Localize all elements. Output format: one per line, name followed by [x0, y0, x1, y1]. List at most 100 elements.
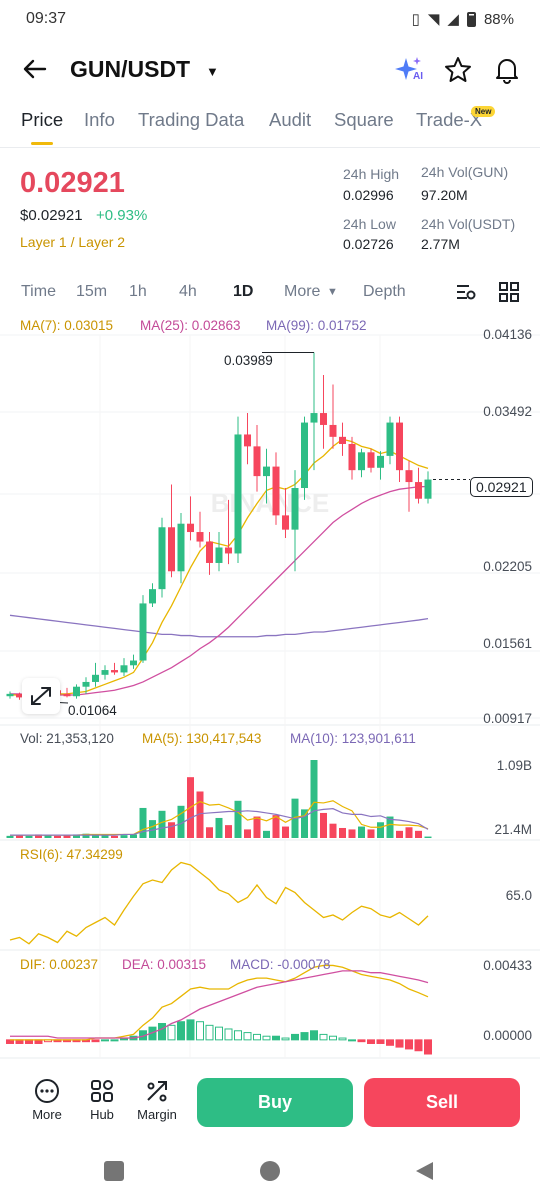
- star-icon: [445, 57, 471, 82]
- arrow-left-icon: [23, 59, 47, 79]
- ma99-legend: MA(99): 0.01752: [266, 318, 367, 333]
- depth-tab[interactable]: Depth: [363, 283, 406, 300]
- candle-body: [111, 670, 118, 673]
- timeframe-1h[interactable]: 1h: [129, 283, 147, 300]
- current-price-tag: 0.02921: [470, 477, 533, 497]
- candle-body: [139, 603, 147, 661]
- candle-body: [206, 541, 213, 563]
- ma7-legend: MA(7): 0.03015: [20, 318, 114, 333]
- ma25-legend: MA(25): 0.02863: [140, 318, 241, 333]
- volume-bar: [339, 827, 346, 838]
- hub-icon: [91, 1080, 113, 1102]
- y-label-3: 0.02205: [483, 559, 532, 574]
- volume-bar: [234, 800, 242, 838]
- layout-button[interactable]: [498, 281, 520, 308]
- new-badge: New: [471, 106, 496, 117]
- candle-body: [291, 488, 299, 530]
- high-label: 24h High: [343, 166, 400, 182]
- volume-bar: [158, 810, 166, 838]
- y-label-4: 0.01561: [483, 636, 532, 651]
- dea-polyline: [10, 970, 429, 1039]
- macd-bar: [376, 1039, 385, 1044]
- caret-down-icon[interactable]: ▼: [327, 286, 338, 298]
- pair-title[interactable]: GUN/USDT: [70, 56, 191, 82]
- usd-price: $0.02921: [20, 207, 83, 224]
- candle-body: [377, 455, 384, 468]
- candle-body: [149, 589, 156, 604]
- timeframe-more[interactable]: More: [284, 283, 321, 300]
- ai-button[interactable]: AI: [393, 54, 425, 86]
- buy-button[interactable]: Buy: [197, 1078, 353, 1127]
- candle-body: [244, 434, 251, 447]
- hub-button[interactable]: Hub: [72, 1078, 132, 1122]
- fullscreen-button[interactable]: [22, 678, 60, 714]
- timeframe-1d[interactable]: 1D: [233, 283, 254, 300]
- volume-bar: [101, 835, 109, 838]
- volume-bars: [6, 760, 432, 838]
- margin-label: Margin: [137, 1107, 177, 1122]
- macd-bar: [196, 1021, 204, 1041]
- home-button[interactable]: [260, 1161, 280, 1181]
- more-button[interactable]: More: [17, 1078, 77, 1122]
- tab-price[interactable]: Price: [21, 109, 64, 130]
- recents-button[interactable]: [104, 1161, 124, 1181]
- tab-trade-x[interactable]: Trade-X: [416, 109, 483, 130]
- macd-bar: [405, 1039, 413, 1050]
- tab-square[interactable]: Square: [334, 109, 394, 130]
- tab-trading-data[interactable]: Trading Data: [138, 109, 245, 130]
- ai-label: AI: [413, 71, 423, 82]
- macd-bar: [329, 1035, 337, 1041]
- category-tag[interactable]: Layer 1 / Layer 2: [20, 234, 126, 250]
- volume-bar: [367, 829, 375, 838]
- timeframe-time[interactable]: Time: [21, 283, 56, 300]
- candle-body: [101, 670, 109, 675]
- rsi-legend: RSI(6): 47.34299: [20, 847, 123, 862]
- macd-bar: [424, 1039, 432, 1055]
- candle-body: [424, 479, 432, 499]
- y-label-1: 0.03492: [483, 404, 532, 419]
- battery-level: 88%: [483, 10, 514, 28]
- margin-button[interactable]: Margin: [127, 1078, 187, 1122]
- volume-bar: [63, 835, 71, 838]
- detail-tabs: Price Info Trading Data Audit Square Tra…: [0, 100, 540, 150]
- kline-chart[interactable]: BINANCE: [0, 310, 540, 1065]
- timeframe-4h[interactable]: 4h: [179, 283, 197, 300]
- caret-down-icon[interactable]: ▼: [206, 64, 219, 79]
- macd-bar: [243, 1032, 252, 1041]
- candle-body: [405, 470, 413, 483]
- back-button[interactable]: [20, 54, 50, 84]
- favorite-button[interactable]: [442, 54, 474, 86]
- volume-bar: [92, 834, 99, 838]
- macd-bar: [215, 1026, 223, 1041]
- ma99-line: [9, 614, 429, 638]
- volume-bar: [82, 833, 90, 838]
- sell-button[interactable]: Sell: [364, 1078, 520, 1127]
- low-label: 24h Low: [343, 216, 396, 232]
- macd-legend: MACD: -0.00078: [230, 957, 331, 972]
- back-nav-button[interactable]: [413, 1160, 435, 1182]
- tab-info[interactable]: Info: [84, 109, 115, 130]
- macd-bar: [357, 1039, 366, 1043]
- chart-settings-button[interactable]: [455, 281, 477, 308]
- high-value: 0.02996: [343, 187, 394, 203]
- candle-body: [282, 515, 289, 530]
- volume-bar: [130, 834, 137, 838]
- vol-y-label-1: 21.4M: [494, 822, 532, 837]
- volume-bar: [16, 835, 23, 838]
- alert-button[interactable]: [491, 54, 523, 86]
- tab-audit[interactable]: Audit: [269, 109, 312, 130]
- vol-ma10-legend: MA(10): 123,901,611: [290, 731, 416, 746]
- volume-bar: [386, 816, 394, 838]
- macd-bar: [158, 1023, 166, 1041]
- vol-base-label: 24h Vol(GUN): [421, 164, 509, 180]
- candle-body: [329, 424, 337, 437]
- watermark: BINANCE: [211, 488, 329, 518]
- margin-icon: [147, 1081, 167, 1102]
- volume-bar: [225, 825, 232, 838]
- candle-body: [234, 434, 242, 554]
- dea-legend: DEA: 0.00315: [122, 957, 207, 972]
- timeframe-15m[interactable]: 15m: [76, 283, 108, 300]
- hub-label: Hub: [90, 1107, 114, 1122]
- candle-body: [339, 436, 346, 444]
- status-time: 09:37: [26, 10, 67, 27]
